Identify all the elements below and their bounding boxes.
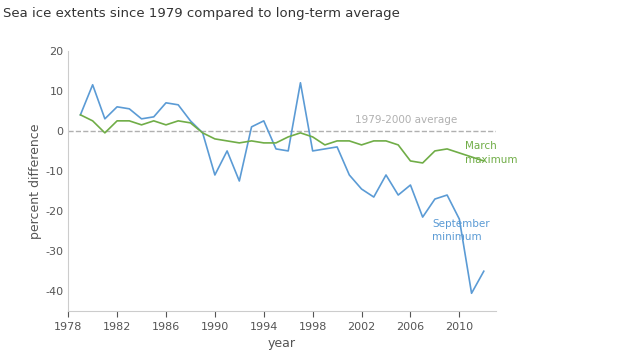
Text: September
minimum: September minimum <box>432 219 490 242</box>
Text: Sea ice extents since 1979 compared to long-term average: Sea ice extents since 1979 compared to l… <box>3 7 400 20</box>
Y-axis label: percent difference: percent difference <box>29 123 42 239</box>
X-axis label: year: year <box>268 337 296 350</box>
Text: March
maximum: March maximum <box>466 141 518 165</box>
Text: 1979-2000 average: 1979-2000 average <box>355 115 458 125</box>
